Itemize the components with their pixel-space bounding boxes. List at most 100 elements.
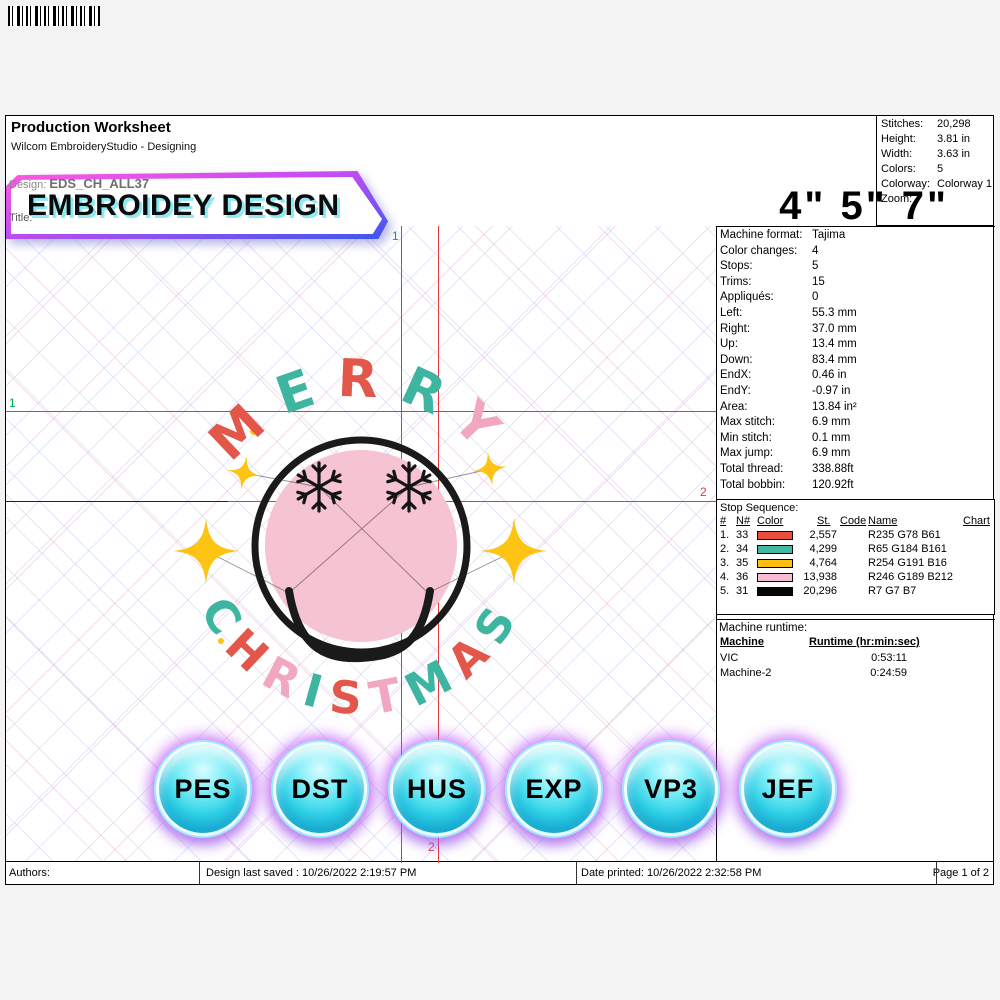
stat-colorway: Colorway: Colorway 1 (877, 178, 994, 193)
format-button-hus[interactable]: HUS (390, 742, 484, 836)
format-button-pes[interactable]: PES (156, 742, 250, 836)
info-value: 15 (812, 275, 825, 288)
col-st: St. (817, 515, 831, 527)
cell-st: 4,764 (809, 557, 837, 569)
info-row: Max stitch: 6.9 mm (717, 416, 995, 432)
cell-st: 13,938 (803, 571, 837, 583)
design-value: EDS_CH_ALL37 (49, 176, 150, 191)
color-swatch (757, 531, 793, 540)
col-chart: Chart (963, 515, 990, 527)
design-name-banner: EMBROIDEY DESIGN (6, 171, 388, 239)
info-value: 6.9 mm (812, 447, 851, 460)
stat-label: Colorway: (881, 178, 930, 190)
guide-label-1-top: 1 (392, 229, 399, 243)
machine-info: Machine format: Tajima Color changes: 4 St… (717, 227, 995, 494)
info-value: 37.0 mm (812, 322, 857, 335)
info-row: Machine format: Tajima (717, 229, 995, 245)
cell-n: 34 (736, 543, 749, 555)
info-label: Max jump: (720, 447, 774, 460)
info-row: Stops: 5 (717, 260, 995, 276)
info-label: Appliqués: (720, 291, 774, 304)
merry-arc-text: MERRY (198, 349, 524, 473)
cell-name: R246 G189 B212 (868, 571, 954, 583)
info-row: Trims: 15 (717, 276, 995, 292)
face-outline (251, 436, 471, 656)
cell-n: 36 (736, 571, 749, 583)
stat-value: 3.63 in (937, 148, 971, 160)
stop-row: 2. 34 4,299 R65 G184 B161 (717, 543, 994, 557)
info-label: Min stitch: (720, 431, 772, 444)
cell-runtime: 0:24:59 (870, 667, 907, 679)
stat-label: Width: (881, 148, 913, 160)
col-runtime: Runtime (hr:min:sec) (809, 636, 920, 648)
cell-n: 35 (736, 557, 749, 569)
info-row: Appliqués: 0 (717, 291, 995, 307)
info-row: Up: 13.4 mm (717, 338, 995, 354)
info-value: -0.97 in (812, 384, 851, 397)
color-swatch (757, 587, 793, 596)
cell-name: R254 G191 B16 (868, 557, 947, 569)
guide-label-2-bottom: 2 (428, 840, 435, 854)
smile (285, 587, 434, 663)
stat-label: Stitches: (881, 118, 924, 130)
format-buttons-row: PES DST HUS EXP VP3 JEF (156, 742, 856, 836)
info-row: Max jump: 6.9 mm (717, 447, 995, 463)
barcode (8, 6, 100, 26)
format-button-jef[interactable]: JEF (741, 742, 835, 836)
info-row: Total bobbin: 120.92ft (717, 479, 995, 495)
cell-idx: 3. (720, 557, 730, 569)
design-label: Design: (9, 179, 47, 191)
info-value: 13.4 mm (812, 338, 857, 351)
info-row: Min stitch: 0.1 mm (717, 432, 995, 448)
format-button-exp[interactable]: EXP (507, 742, 601, 836)
col-name: Name (868, 515, 898, 527)
star-left-big (173, 518, 239, 584)
info-value: 338.88ft (812, 462, 854, 475)
info-row: Down: 83.4 mm (717, 354, 995, 370)
hoop-sizes-text: 4" 5" 7" (779, 184, 949, 228)
banner-text: EMBROIDEY DESIGN (11, 177, 382, 234)
info-label: Trims: (720, 275, 752, 288)
cell-idx: 1. (720, 529, 730, 541)
banner-label: EMBROIDEY DESIGN (27, 188, 340, 222)
footer-divider (576, 862, 577, 884)
dot (218, 638, 224, 644)
authors-label: Authors: (9, 867, 50, 879)
cell-n: 33 (736, 529, 749, 541)
worksheet-page: Production Worksheet Wilcom EmbroiderySt… (5, 115, 995, 885)
date-printed-text: Date printed: 10/26/2022 2:32:58 PM (581, 867, 762, 879)
info-row: Right: 37.0 mm (717, 323, 995, 339)
page-title: Production Worksheet (11, 119, 171, 136)
color-swatch (757, 545, 793, 554)
runtime-row: VIC 0:53:11 (717, 652, 995, 668)
dot (464, 427, 472, 435)
info-value: 0.1 mm (812, 431, 851, 444)
stop-row: 5. 31 20,296 R7 G7 B7 (717, 585, 994, 599)
info-label: Stops: (720, 260, 753, 273)
stat-zoom: Zoom: (877, 193, 994, 208)
stop-row: 3. 35 4,764 R254 G191 B16 (717, 557, 994, 571)
info-row: Left: 55.3 mm (717, 307, 995, 323)
dot (497, 638, 503, 644)
page-footer: Authors: Design last saved : 10/26/2022 … (6, 861, 993, 884)
stat-label: Colors: (881, 163, 916, 175)
footer-divider (199, 862, 200, 884)
info-label: Total thread: (720, 462, 784, 475)
guide-label-2-right: 2 (700, 485, 707, 499)
cell-idx: 5. (720, 585, 730, 597)
info-label: Machine format: (720, 229, 803, 241)
info-value: 83.4 mm (812, 353, 857, 366)
info-label: Area: (720, 400, 748, 413)
machine-runtime-section: Machine runtime: Machine Runtime (hr:min… (717, 619, 995, 683)
cell-runtime: 0:53:11 (871, 651, 907, 664)
info-label: Color changes: (720, 244, 798, 257)
stop-row: 4. 36 13,938 R246 G189 B212 (717, 571, 994, 585)
banner-border: EMBROIDEY DESIGN (6, 171, 388, 239)
dot (250, 427, 258, 435)
format-button-vp3[interactable]: VP3 (624, 742, 718, 836)
format-button-dst[interactable]: DST (273, 742, 367, 836)
footer-divider (936, 862, 937, 884)
stat-value: 5 (937, 163, 944, 175)
info-label: EndX: (720, 369, 752, 382)
